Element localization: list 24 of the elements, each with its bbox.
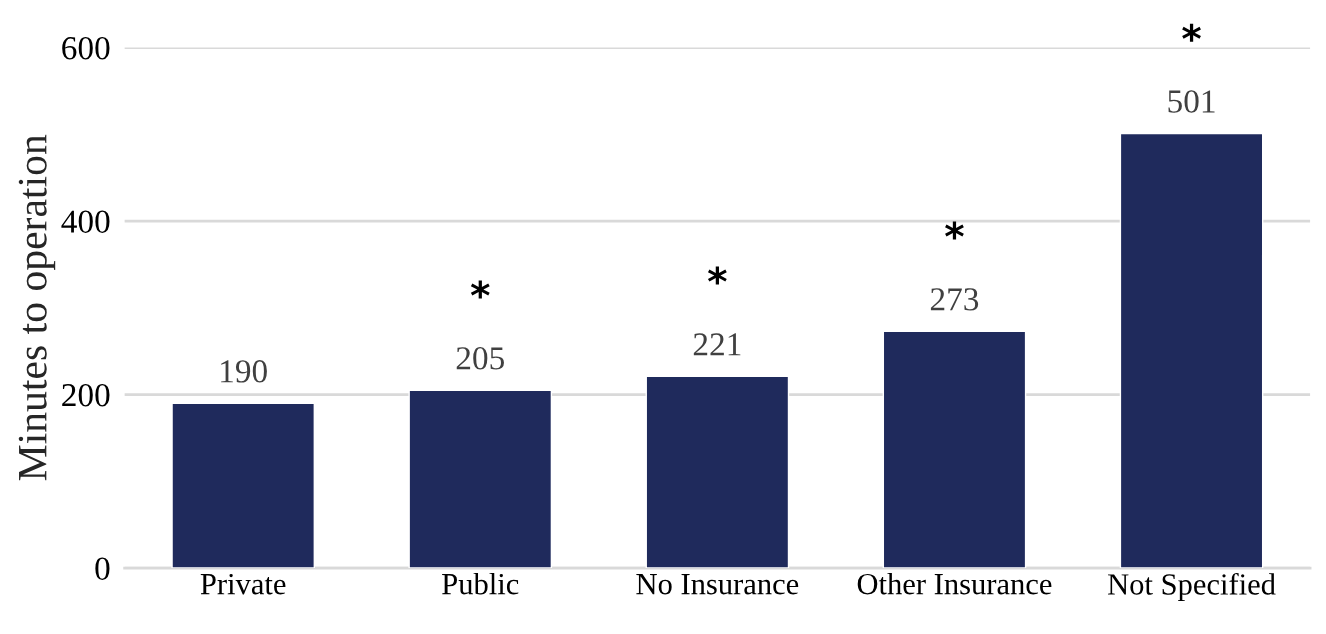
bar (645, 375, 790, 569)
annotation: * (945, 221, 964, 240)
bar (1119, 132, 1264, 569)
bar (408, 389, 553, 569)
y-tick-label: 200 (62, 383, 110, 407)
y-tick-label: 0 (95, 557, 110, 580)
x-tick-label: Public (442, 572, 519, 595)
x-tick-label: No Insurance (636, 574, 799, 595)
y-tick-label: 400 (61, 210, 110, 233)
data-label: 501 (1168, 90, 1215, 113)
bar (171, 402, 316, 569)
y-tick-label: 600 (62, 36, 110, 60)
annotation: * (470, 280, 490, 299)
x-tick-label: Private (200, 573, 286, 595)
data-label: 205 (456, 347, 504, 370)
data-label: 221 (693, 333, 741, 356)
x-tick-label: Other Insurance (857, 572, 1052, 595)
annotation: * (707, 266, 727, 285)
data-label: 273 (930, 288, 979, 311)
data-label: 190 (221, 360, 267, 383)
bar (882, 330, 1027, 569)
text: * (1182, 23, 1201, 42)
x-tick-label: Not Specified (1107, 572, 1276, 601)
y-axis-title: Minutes to operation (18, 134, 56, 481)
